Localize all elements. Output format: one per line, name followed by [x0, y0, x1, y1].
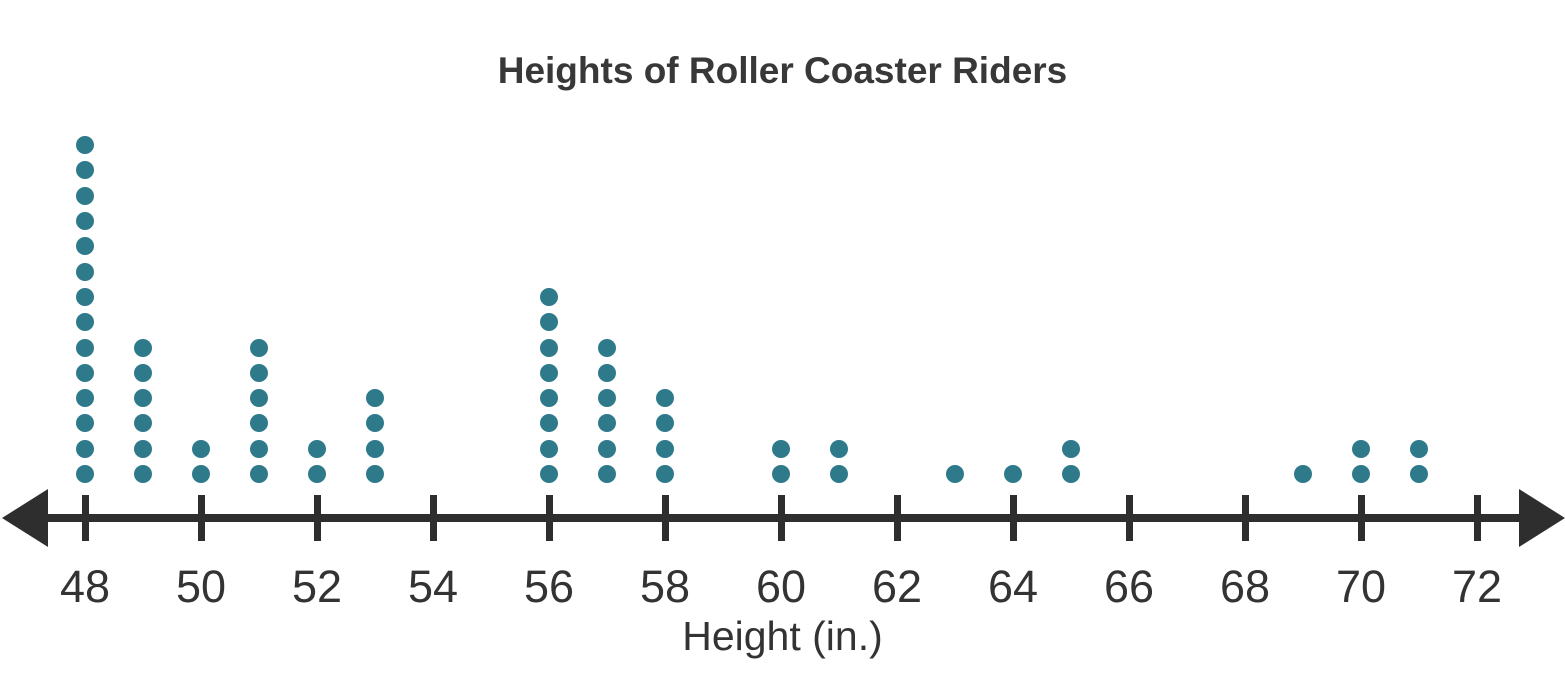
right-arrow-icon	[1519, 489, 1565, 547]
data-dot	[598, 439, 616, 458]
data-dot	[76, 389, 94, 408]
data-dot	[1352, 465, 1370, 483]
tick-mark	[81, 495, 89, 541]
data-dot	[540, 287, 558, 306]
tick-mark	[661, 495, 669, 541]
data-dot	[540, 439, 558, 458]
data-dot	[1410, 439, 1428, 458]
data-dot	[250, 465, 268, 483]
data-dot	[540, 338, 558, 357]
data-dot	[76, 136, 94, 155]
data-dot	[598, 338, 616, 357]
tick-label: 66	[1103, 561, 1155, 612]
data-dot	[250, 414, 268, 433]
data-dot	[250, 439, 268, 458]
tick-label: 50	[175, 561, 227, 612]
tick-label: 68	[1219, 561, 1271, 612]
data-dot	[598, 465, 616, 483]
tick-mark	[1473, 495, 1481, 541]
tick-label: 58	[639, 561, 691, 612]
tick-label: 62	[871, 561, 923, 612]
tick-mark	[429, 495, 437, 541]
x-axis-label: Height (in.)	[682, 613, 883, 659]
data-dot	[134, 338, 152, 357]
data-dot	[1062, 465, 1080, 483]
data-dot	[540, 313, 558, 332]
data-dot	[656, 465, 674, 483]
left-arrow-icon	[2, 489, 48, 547]
data-dot	[656, 389, 674, 408]
data-dot	[192, 439, 210, 458]
tick-label: 54	[407, 561, 459, 612]
data-dot	[250, 363, 268, 382]
tick-label: 48	[59, 561, 111, 612]
data-dot	[76, 414, 94, 433]
data-dot	[1352, 439, 1370, 458]
data-dot	[134, 439, 152, 458]
data-dot	[656, 414, 674, 433]
data-dot	[772, 465, 790, 483]
data-dot	[134, 363, 152, 382]
data-dot	[366, 389, 384, 408]
tick-mark	[1125, 495, 1133, 541]
data-dot	[134, 414, 152, 433]
data-dot	[134, 465, 152, 483]
tick-mark	[777, 495, 785, 541]
data-dot	[76, 186, 94, 205]
data-dot	[540, 389, 558, 408]
tick-label: 70	[1335, 561, 1387, 612]
data-dot	[76, 262, 94, 281]
data-dot	[76, 363, 94, 382]
data-dot	[656, 439, 674, 458]
data-dot	[76, 338, 94, 357]
data-dot	[830, 465, 848, 483]
data-dot	[250, 338, 268, 357]
data-dot	[540, 465, 558, 483]
tick-mark	[893, 495, 901, 541]
data-dot	[598, 389, 616, 408]
tick-mark	[545, 495, 553, 541]
tick-label: 52	[291, 561, 343, 612]
tick-mark	[313, 495, 321, 541]
data-dot	[308, 439, 326, 458]
tick-mark	[1357, 495, 1365, 541]
data-dot	[830, 439, 848, 458]
tick-mark	[1009, 495, 1017, 541]
data-dot	[1294, 465, 1312, 483]
data-dot	[76, 237, 94, 256]
data-dot	[250, 389, 268, 408]
data-dot	[192, 465, 210, 483]
data-dot	[1004, 465, 1022, 483]
data-dot	[76, 161, 94, 180]
data-dot	[308, 465, 326, 483]
data-dot	[134, 389, 152, 408]
data-dot	[1410, 465, 1428, 483]
data-dot	[540, 363, 558, 382]
data-dot	[366, 414, 384, 433]
data-dot	[540, 414, 558, 433]
data-dot	[1062, 439, 1080, 458]
tick-label: 60	[755, 561, 807, 612]
data-dot	[76, 212, 94, 230]
data-dot	[772, 439, 790, 458]
data-dot	[76, 287, 94, 306]
data-dot	[598, 363, 616, 382]
tick-label: 72	[1451, 561, 1503, 612]
chart-title: Heights of Roller Coaster Riders	[497, 50, 1068, 91]
data-dot	[946, 465, 964, 483]
data-dot	[76, 439, 94, 458]
data-dot	[366, 439, 384, 458]
data-dot	[76, 313, 94, 332]
tick-mark	[197, 495, 205, 541]
tick-mark	[1241, 495, 1249, 541]
tick-label: 56	[523, 561, 575, 612]
data-dot	[366, 465, 384, 483]
data-dot	[598, 414, 616, 433]
tick-label: 64	[987, 561, 1039, 612]
data-dot	[76, 465, 94, 483]
